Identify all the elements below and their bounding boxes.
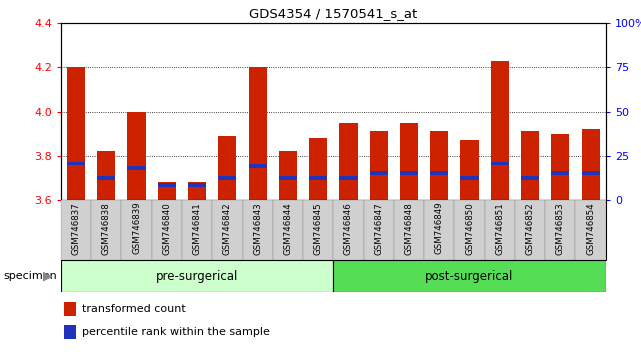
Text: GSM746841: GSM746841	[192, 202, 202, 255]
Bar	[303, 200, 333, 260]
Text: GSM746854: GSM746854	[586, 202, 595, 255]
Text: ▶: ▶	[43, 270, 53, 282]
Bar	[188, 182, 206, 200]
Bar	[219, 176, 237, 180]
Bar	[581, 171, 600, 176]
Text: transformed count: transformed count	[82, 304, 186, 314]
Text: GSM746837: GSM746837	[72, 202, 81, 255]
Bar	[121, 200, 152, 260]
Bar	[91, 200, 121, 260]
Text: GSM746852: GSM746852	[526, 202, 535, 255]
Bar	[394, 200, 424, 260]
Bar	[273, 200, 303, 260]
Bar	[279, 152, 297, 200]
Bar	[64, 325, 76, 339]
Bar	[67, 67, 85, 200]
Bar	[339, 176, 358, 180]
Text: GSM746847: GSM746847	[374, 202, 383, 255]
Bar	[249, 164, 267, 168]
Bar	[128, 166, 146, 170]
Bar	[97, 152, 115, 200]
Bar	[454, 200, 485, 260]
Bar	[333, 260, 606, 292]
Text: percentile rank within the sample: percentile rank within the sample	[82, 327, 270, 337]
Bar	[64, 302, 76, 316]
Bar	[152, 200, 182, 260]
Bar	[279, 176, 297, 180]
Bar	[424, 200, 454, 260]
Text: specimen: specimen	[3, 271, 57, 281]
Bar	[521, 176, 539, 180]
Bar	[309, 176, 328, 180]
Bar	[430, 171, 448, 176]
Bar	[400, 122, 418, 200]
Title: GDS4354 / 1570541_s_at: GDS4354 / 1570541_s_at	[249, 7, 417, 21]
Text: GSM746842: GSM746842	[223, 202, 232, 255]
Bar	[551, 134, 569, 200]
Bar	[430, 131, 448, 200]
Bar	[370, 171, 388, 176]
Bar	[491, 61, 509, 200]
Bar	[188, 183, 206, 187]
Text: GSM746838: GSM746838	[102, 202, 111, 255]
Bar	[97, 176, 115, 180]
Bar	[333, 200, 363, 260]
Text: post-surgerical: post-surgerical	[426, 270, 513, 282]
Bar	[576, 200, 606, 260]
Bar	[400, 171, 418, 176]
Bar	[521, 131, 539, 200]
Bar	[242, 200, 273, 260]
Bar	[370, 131, 388, 200]
Text: GSM746839: GSM746839	[132, 202, 141, 255]
Bar	[219, 136, 237, 200]
Text: GSM746849: GSM746849	[435, 202, 444, 255]
Bar	[363, 200, 394, 260]
Bar	[249, 67, 267, 200]
Bar	[212, 200, 242, 260]
Bar	[61, 200, 91, 260]
Text: GSM746845: GSM746845	[313, 202, 322, 255]
Text: pre-surgerical: pre-surgerical	[156, 270, 238, 282]
Bar	[485, 200, 515, 260]
Bar	[182, 200, 212, 260]
Bar	[158, 183, 176, 187]
Bar	[460, 176, 479, 180]
Bar	[61, 260, 333, 292]
Bar	[515, 200, 545, 260]
Text: GSM746844: GSM746844	[283, 202, 292, 255]
Bar	[545, 200, 576, 260]
Bar	[491, 161, 509, 165]
Text: GSM746850: GSM746850	[465, 202, 474, 255]
Bar	[581, 129, 600, 200]
Bar	[309, 138, 328, 200]
Bar	[67, 161, 85, 165]
Text: GSM746848: GSM746848	[404, 202, 413, 255]
Text: GSM746846: GSM746846	[344, 202, 353, 255]
Text: GSM746853: GSM746853	[556, 202, 565, 255]
Bar	[158, 182, 176, 200]
Text: GSM746843: GSM746843	[253, 202, 262, 255]
Bar	[460, 140, 479, 200]
Bar	[339, 122, 358, 200]
Text: GSM746840: GSM746840	[162, 202, 171, 255]
Bar	[551, 171, 569, 176]
Text: GSM746851: GSM746851	[495, 202, 504, 255]
Bar	[128, 112, 146, 200]
